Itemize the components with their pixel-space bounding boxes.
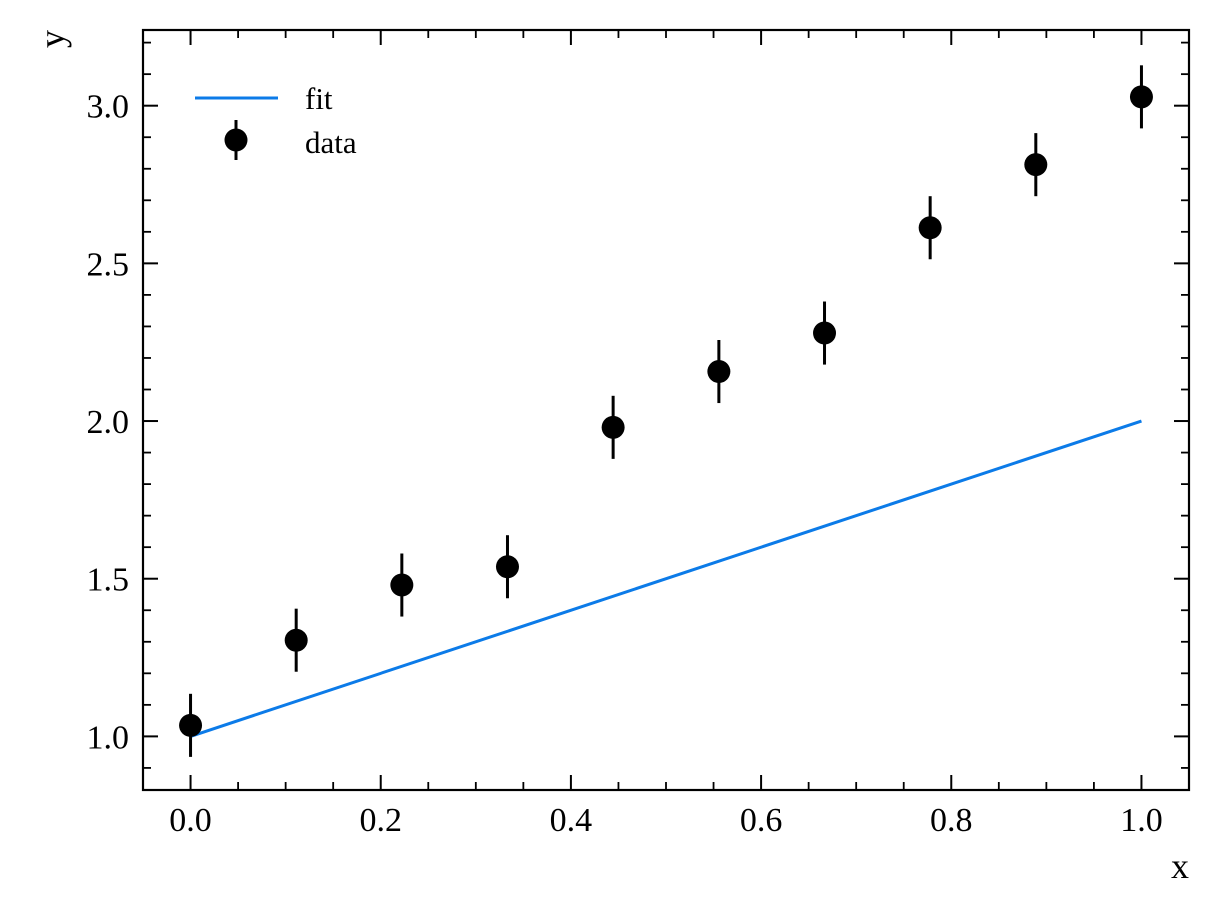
legend-label-data: data xyxy=(305,125,357,160)
y-tick-label: 1.5 xyxy=(87,562,130,599)
y-tick-label: 3.0 xyxy=(87,89,130,126)
x-tick-label: 1.0 xyxy=(1120,802,1163,839)
x-axis-title: x xyxy=(1171,846,1189,886)
data-point xyxy=(390,573,414,597)
x-tick-labels: 0.0 0.2 0.4 0.6 0.8 1.0 xyxy=(169,802,1162,839)
x-tick-label: 0.2 xyxy=(359,802,402,839)
data-series xyxy=(179,65,1153,757)
x-tick-label: 0.4 xyxy=(550,802,593,839)
data-point xyxy=(495,555,519,579)
y-tick-labels: 1.0 1.5 2.0 2.5 3.0 xyxy=(87,89,130,757)
legend-data-swatch xyxy=(224,128,248,152)
fit-line xyxy=(190,419,1142,738)
data-point xyxy=(1129,85,1153,109)
data-point xyxy=(813,321,837,345)
y-tick-label: 2.5 xyxy=(87,246,130,283)
data-point xyxy=(707,360,731,384)
y-tick-label: 2.0 xyxy=(87,404,130,441)
plot-frame xyxy=(141,28,1191,792)
y-tick-label: 1.0 xyxy=(87,719,130,756)
x-tick-label: 0.6 xyxy=(740,802,783,839)
x-tick-label: 0.8 xyxy=(930,802,973,839)
fit-series xyxy=(190,419,1142,738)
data-point xyxy=(1024,153,1048,177)
data-point xyxy=(601,415,625,439)
data-point xyxy=(179,713,203,737)
legend-label-fit: fit xyxy=(305,81,333,116)
minor-ticks xyxy=(142,30,1190,790)
data-point xyxy=(918,216,942,240)
major-ticks xyxy=(143,30,1189,790)
legend: fit data xyxy=(195,81,357,160)
x-tick-label: 0.0 xyxy=(169,802,212,839)
y-axis-title: y xyxy=(32,30,72,48)
data-point xyxy=(284,628,308,652)
